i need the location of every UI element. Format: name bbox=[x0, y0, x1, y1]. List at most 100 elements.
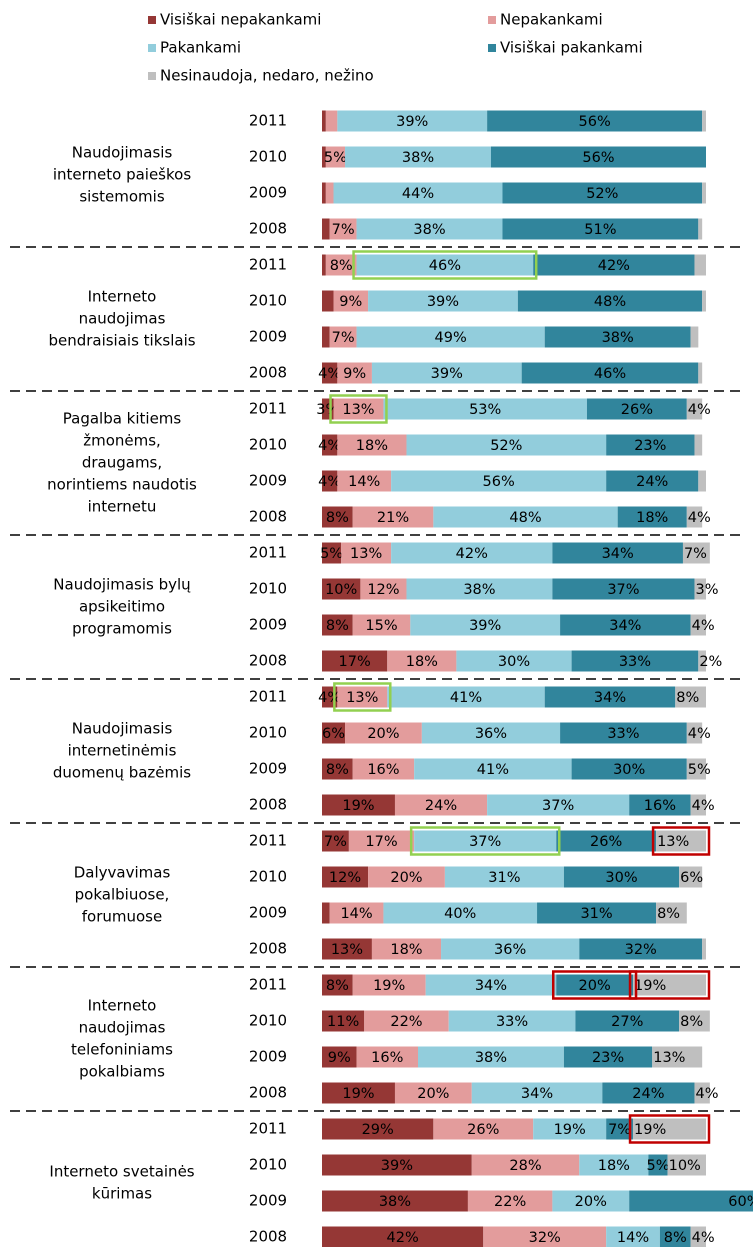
year-label: 2009 bbox=[249, 1048, 287, 1066]
legend-swatch bbox=[488, 16, 496, 24]
value-label: 37% bbox=[607, 582, 639, 598]
value-label: 46% bbox=[429, 258, 461, 274]
value-label: 14% bbox=[340, 906, 372, 922]
bar-segment bbox=[586, 398, 687, 420]
bar-segment bbox=[487, 794, 630, 816]
bar-segment bbox=[690, 614, 706, 636]
bar-segment bbox=[360, 578, 407, 600]
value-label: 18% bbox=[406, 654, 438, 670]
bar-segment bbox=[537, 902, 657, 924]
group-label: norintiems naudotis bbox=[47, 476, 197, 494]
group-label: naudojimas bbox=[79, 310, 166, 328]
year-label: 2010 bbox=[249, 1012, 287, 1030]
bar-segment bbox=[387, 650, 457, 672]
year-label: 2010 bbox=[249, 436, 287, 454]
bar-segment bbox=[702, 110, 706, 132]
value-label: 19% bbox=[554, 1122, 586, 1138]
bar-segment bbox=[433, 1118, 534, 1140]
value-label: 13% bbox=[346, 690, 378, 706]
value-label: 18% bbox=[356, 438, 388, 454]
bar-segment bbox=[656, 830, 706, 852]
value-label: 20% bbox=[390, 870, 422, 886]
bar-segment bbox=[629, 1190, 753, 1212]
value-label: 19% bbox=[342, 1086, 374, 1102]
bar-segment bbox=[544, 326, 691, 348]
bar-segment bbox=[322, 866, 369, 888]
bar-segment bbox=[322, 650, 388, 672]
value-label: 4% bbox=[692, 798, 715, 814]
year-label: 2008 bbox=[249, 364, 287, 382]
bar-segment bbox=[410, 614, 561, 636]
value-label: 48% bbox=[594, 294, 626, 310]
bar-segment bbox=[322, 938, 372, 960]
year-label: 2010 bbox=[249, 724, 287, 742]
value-label: 30% bbox=[613, 762, 645, 778]
bar-segment bbox=[322, 1226, 484, 1247]
value-label: 10% bbox=[669, 1158, 701, 1174]
bar-segment bbox=[418, 1046, 564, 1068]
bar-segment bbox=[694, 434, 703, 456]
bar-segment bbox=[656, 902, 687, 924]
bar-segment bbox=[563, 866, 680, 888]
highlight-box bbox=[628, 1114, 711, 1144]
bar-segment bbox=[552, 578, 695, 600]
value-label: 4% bbox=[318, 474, 341, 490]
group-label: žmonėms, bbox=[83, 432, 161, 450]
value-label: 3% bbox=[316, 402, 339, 418]
bar-segment bbox=[694, 1082, 710, 1104]
highlight-box bbox=[628, 970, 711, 1000]
value-label: 19% bbox=[373, 978, 405, 994]
value-label: 8% bbox=[330, 258, 353, 274]
highlight-box bbox=[329, 394, 388, 424]
value-label: 42% bbox=[598, 258, 630, 274]
value-label: 22% bbox=[494, 1194, 526, 1210]
highlight-box bbox=[409, 826, 561, 856]
bar-segment bbox=[690, 1226, 706, 1247]
bar-segment bbox=[679, 1010, 710, 1032]
value-label: 7% bbox=[324, 834, 347, 850]
value-label: 56% bbox=[582, 150, 614, 166]
bar-segment bbox=[322, 614, 353, 636]
bar-segment bbox=[322, 434, 338, 456]
bar-segment bbox=[667, 1154, 706, 1176]
bar-segment bbox=[322, 218, 330, 240]
value-label: 34% bbox=[602, 546, 634, 562]
year-label: 2008 bbox=[249, 652, 287, 670]
group-label: apsikeitimo bbox=[79, 598, 165, 616]
bar-segment bbox=[533, 1118, 607, 1140]
value-label: 8% bbox=[657, 906, 680, 922]
value-label: 6% bbox=[322, 726, 345, 742]
value-label: 56% bbox=[579, 114, 611, 130]
bar-segment bbox=[322, 722, 346, 744]
bar-segment bbox=[406, 578, 553, 600]
bar-segment bbox=[483, 1226, 607, 1247]
value-label: 4% bbox=[688, 510, 711, 526]
legend-swatch bbox=[148, 72, 156, 80]
bar-segment bbox=[606, 434, 695, 456]
bar-segment bbox=[391, 470, 607, 492]
value-label: 8% bbox=[326, 618, 349, 634]
value-label: 26% bbox=[621, 402, 653, 418]
value-label: 20% bbox=[417, 1086, 449, 1102]
bar-segment bbox=[602, 1082, 695, 1104]
value-label: 38% bbox=[475, 1050, 507, 1066]
value-label: 15% bbox=[365, 618, 397, 634]
bar-segment bbox=[352, 758, 415, 780]
bar-segment bbox=[686, 758, 706, 780]
bar-segment bbox=[533, 254, 695, 276]
value-label: 13% bbox=[350, 546, 382, 562]
bar-segment bbox=[322, 146, 326, 168]
value-label: 38% bbox=[402, 150, 434, 166]
bar-segment bbox=[356, 254, 534, 276]
bar-segment bbox=[406, 434, 607, 456]
group-label: interneto paieškos bbox=[53, 166, 192, 184]
group-label: kūrimas bbox=[92, 1185, 152, 1203]
year-label: 2010 bbox=[249, 148, 287, 166]
value-label: 4% bbox=[692, 1230, 715, 1246]
bar-segment bbox=[322, 1046, 357, 1068]
group-label: sistemomis bbox=[79, 188, 164, 206]
bar-segment bbox=[322, 182, 326, 204]
value-label: 7% bbox=[608, 1122, 631, 1138]
value-label: 56% bbox=[483, 474, 515, 490]
value-label: 39% bbox=[396, 114, 428, 130]
